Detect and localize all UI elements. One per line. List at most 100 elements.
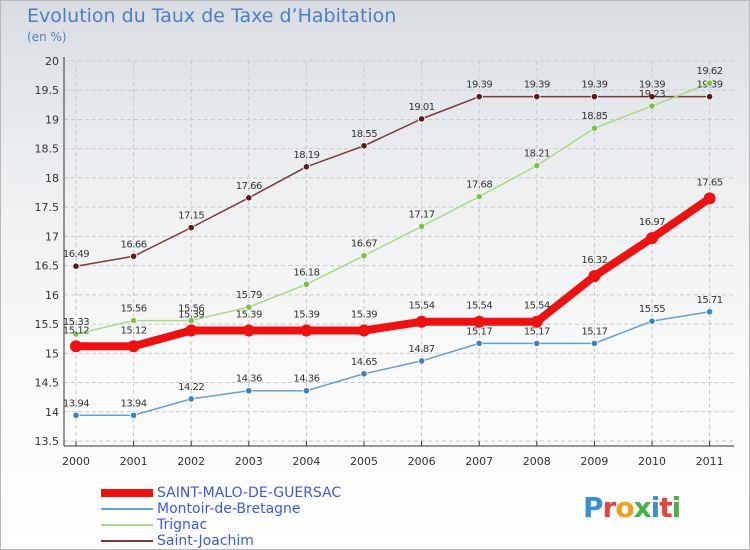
legend-swatch: [101, 524, 153, 526]
data-point: [72, 411, 80, 419]
data-point: [185, 324, 198, 337]
y-tick-label: 16: [45, 289, 59, 302]
data-label: 14.36: [236, 374, 262, 385]
data-point: [245, 387, 253, 395]
data-label: 18.21: [524, 149, 550, 160]
chart-subtitle: (en %): [27, 30, 67, 44]
data-point: [533, 93, 541, 101]
data-point: [475, 93, 483, 101]
data-label: 19.39: [581, 80, 607, 91]
data-point: [417, 357, 426, 365]
data-point: [533, 339, 541, 347]
data-label: 14.22: [178, 382, 204, 393]
x-tick-label: 2011: [696, 455, 724, 468]
x-tick-label: 2000: [62, 455, 90, 468]
data-label: 15.39: [351, 310, 377, 321]
data-label: 17.17: [409, 209, 435, 220]
data-label: 15.12: [63, 325, 89, 336]
y-tick-label: 18.5: [35, 143, 60, 156]
data-label: 16.97: [639, 217, 665, 228]
data-label: 17.65: [697, 177, 723, 188]
legend-item: Montoir-de-Bretagne: [101, 501, 341, 517]
data-label: 15.33: [63, 317, 89, 328]
legend-item: Trignac: [101, 517, 341, 533]
data-label: 14.65: [351, 357, 377, 368]
data-point: [417, 222, 426, 231]
legend-swatch: [101, 489, 153, 497]
data-point: [475, 339, 483, 347]
data-label: 15.17: [466, 326, 492, 337]
data-label: 15.56: [178, 304, 204, 315]
chart-legend: SAINT-MALO-DE-GUERSAC Montoir-de-Bretagne…: [101, 485, 341, 549]
y-tick-label: 15: [45, 347, 59, 360]
data-point: [475, 193, 483, 201]
data-label: 15.55: [639, 304, 665, 315]
data-label: 14.87: [409, 344, 435, 355]
data-label: 15.54: [524, 301, 550, 312]
x-tick-label: 2006: [408, 455, 436, 468]
legend-swatch: [101, 540, 153, 542]
data-point: [530, 315, 543, 328]
data-point: [590, 93, 599, 101]
data-point: [417, 115, 426, 123]
legend-swatch: [101, 508, 153, 510]
data-point: [705, 79, 714, 87]
data-point: [648, 93, 656, 101]
data-point: [588, 270, 601, 283]
data-label: 15.39: [236, 310, 262, 321]
legend-label: Montoir-de-Bretagne: [157, 501, 301, 517]
data-label: 18.85: [581, 111, 607, 122]
data-label: 15.56: [121, 304, 147, 315]
series-line-montoir-de-bretagne: [75, 311, 711, 417]
data-point: [302, 163, 310, 171]
data-label: 14.36: [293, 374, 319, 385]
data-point: [360, 252, 368, 260]
x-tick-label: 2004: [292, 455, 320, 468]
data-point: [245, 194, 253, 202]
data-point: [245, 303, 253, 311]
data-point: [187, 224, 195, 232]
y-tick-label: 14.5: [35, 377, 60, 390]
series-line-saint-joachim: [75, 95, 711, 267]
y-tick-label: 13.5: [35, 435, 60, 448]
x-tick-label: 2001: [120, 455, 148, 468]
y-tick-label: 17: [45, 230, 59, 243]
data-label: 15.39: [293, 310, 319, 321]
data-point: [648, 102, 656, 110]
data-point: [705, 93, 714, 101]
data-label: 15.17: [524, 326, 550, 337]
legend-item: SAINT-MALO-DE-GUERSAC: [101, 485, 341, 501]
data-point: [242, 324, 255, 337]
y-tick-label: 16.5: [35, 260, 60, 273]
y-tick-label: 19.5: [35, 84, 60, 97]
x-tick-label: 2008: [523, 455, 551, 468]
data-point: [473, 315, 486, 328]
x-tick-label: 2009: [580, 455, 608, 468]
data-label: 15.17: [581, 326, 607, 337]
data-label: 16.66: [121, 239, 147, 250]
data-point: [646, 232, 658, 245]
data-point: [360, 142, 368, 150]
data-label: 19.39: [639, 80, 665, 91]
legend-label: Saint-Joachim: [157, 533, 254, 549]
data-label: 16.67: [351, 239, 377, 250]
data-label: 15.39: [178, 310, 204, 321]
x-tick-label: 2007: [465, 455, 493, 468]
data-point: [130, 252, 138, 260]
x-tick-label: 2003: [235, 455, 263, 468]
proxiti-logo: Proxiti: [583, 491, 681, 524]
series-line-saint-malo-de-guersac: [72, 194, 714, 351]
data-point: [300, 324, 313, 337]
data-label: 19.23: [639, 89, 665, 100]
data-point: [187, 395, 195, 403]
data-label: 17.15: [178, 211, 204, 222]
data-point: [72, 262, 80, 270]
y-tick-label: 15.5: [35, 318, 60, 331]
data-point: [187, 316, 195, 325]
data-label: 15.54: [409, 301, 435, 312]
data-point: [130, 316, 138, 325]
data-label: 16.32: [581, 255, 607, 266]
chart-title: Evolution du Taux de Taxe d’Habitation: [27, 5, 397, 27]
